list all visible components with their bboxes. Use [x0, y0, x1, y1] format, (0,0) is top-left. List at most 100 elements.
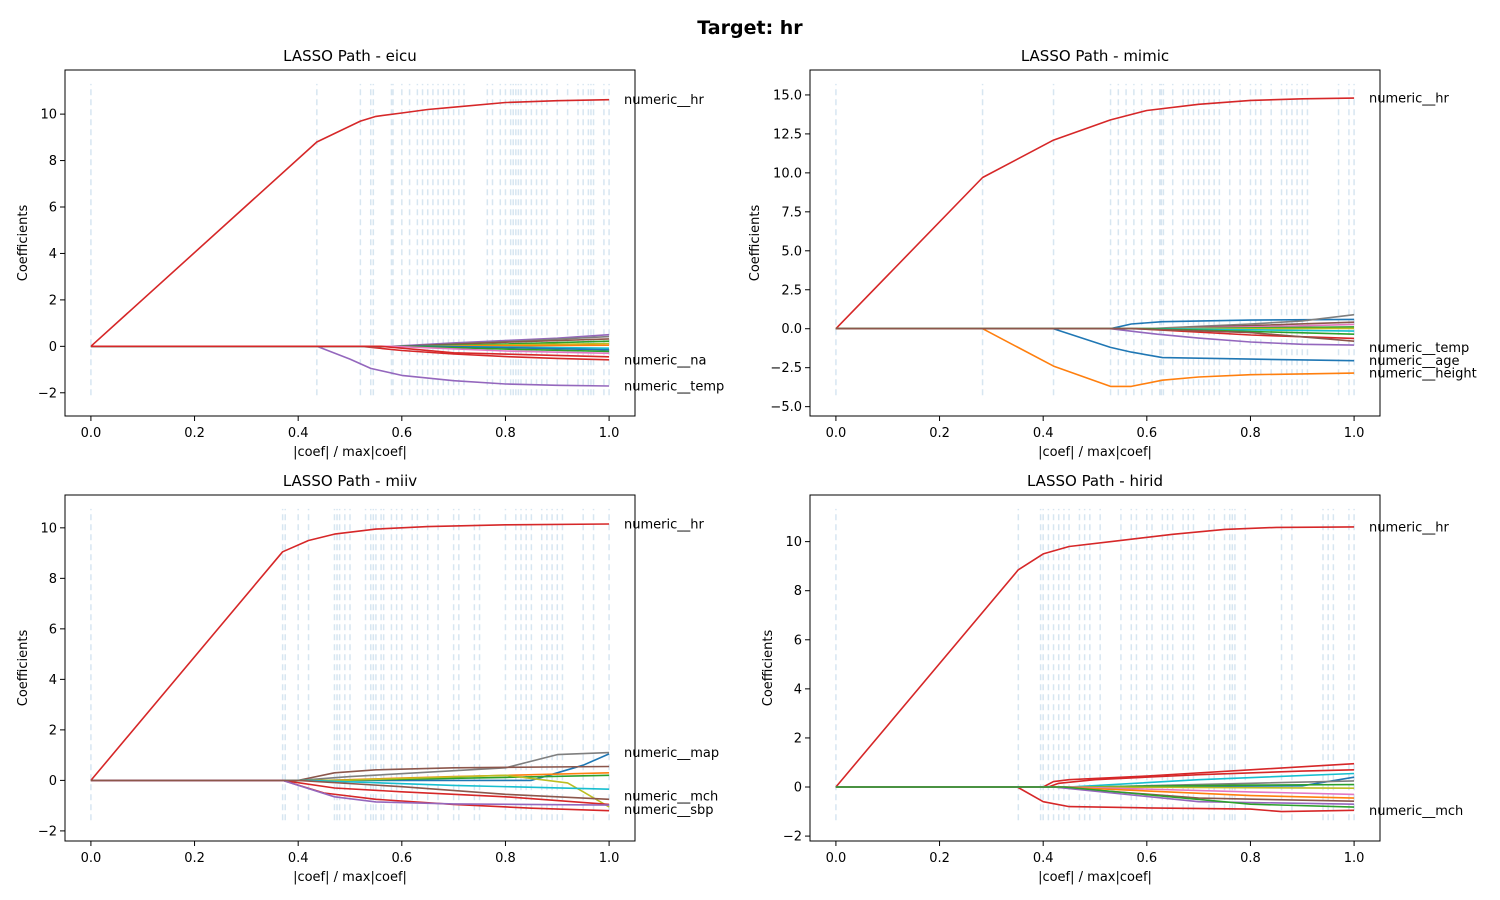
end-label-numeric-hr: numeric__hr: [1369, 92, 1449, 107]
series-lines: [90, 523, 610, 812]
y-axis-label: Coefficients: [16, 205, 31, 282]
x-tick-label: 0.0: [826, 851, 847, 866]
panels: 0.0 0.2 0.4 0.6 0.8 1.0 −2 0 2 4 6 8 10 LASSO Path - …: [16, 47, 1477, 885]
series-line-numeric-mch: [835, 786, 1355, 813]
series-line-numeric-hr: [835, 97, 1355, 330]
x-tick-label: 0.6: [1136, 426, 1157, 441]
x-tick-label: 0.6: [391, 851, 412, 866]
x-tick-label: 0.0: [826, 426, 847, 441]
y-tick-label: −2: [38, 386, 57, 401]
x-tick-label: 0.2: [929, 851, 950, 866]
end-label-numeric-temp: numeric__temp: [624, 380, 724, 395]
y-tick-label: 4: [49, 247, 57, 262]
end-label-numeric-temp: numeric__temp: [1369, 341, 1469, 356]
panel-3: 0.0 0.2 0.4 0.6 0.8 1.0 −2 0 2 4 6 8 10 LASSO Path - …: [761, 472, 1463, 885]
y-tick-label: 8: [794, 584, 802, 599]
x-tick-label: 1.0: [1344, 426, 1365, 441]
x-tick-label: 1.0: [1344, 851, 1365, 866]
axes-title: LASSO Path - miiv: [283, 472, 417, 490]
y-tick-label: −2: [783, 830, 802, 845]
y-tick-label: 2: [49, 723, 57, 738]
y-axis-label: Coefficients: [761, 630, 776, 707]
panel-0: 0.0 0.2 0.4 0.6 0.8 1.0 −2 0 2 4 6 8 10 LASSO Path - …: [16, 47, 724, 460]
path-breakpoints: [90, 508, 610, 821]
series-line-numeric-hr: [90, 523, 610, 781]
end-label-numeric-map: numeric__map: [624, 746, 719, 761]
series-lines: [835, 526, 1355, 813]
x-tick-label: 0.4: [288, 851, 309, 866]
x-axis-label: |coef| / max|coef|: [293, 445, 407, 460]
series-line-numeric-map: [90, 753, 610, 782]
x-tick-label: 0.2: [929, 426, 950, 441]
y-tick-label: 5.0: [781, 244, 802, 259]
series-line-13: [835, 327, 1355, 342]
series-line-2: [835, 762, 1355, 788]
end-label-numeric-hr: numeric__hr: [624, 518, 704, 533]
x-tick-label: 0.4: [1033, 851, 1054, 866]
y-tick-label: 10: [785, 535, 802, 550]
axes-title: LASSO Path - hirid: [1027, 472, 1163, 490]
series-lines: [90, 98, 610, 387]
end-label-numeric-na: numeric__na: [624, 353, 706, 368]
y-axis-label: Coefficients: [16, 630, 31, 707]
series-lines: [835, 97, 1355, 388]
y-tick-label: 2: [794, 731, 802, 746]
series-line-numeric-height: [835, 327, 1355, 388]
end-label-numeric-age: numeric__age: [1369, 354, 1459, 369]
end-label-numeric-height: numeric__height: [1369, 367, 1477, 382]
x-axis-label: |coef| / max|coef|: [1038, 445, 1152, 460]
y-tick-label: 6: [49, 622, 57, 637]
y-tick-label: 4: [794, 682, 802, 697]
axes-title: LASSO Path - mimic: [1021, 47, 1169, 65]
x-tick-label: 1.0: [599, 426, 620, 441]
x-tick-label: 0.4: [1033, 426, 1054, 441]
y-tick-label: 12.5: [773, 127, 802, 142]
series-line-numeric-hr: [835, 526, 1355, 788]
y-tick-label: 0: [49, 340, 57, 355]
series-line-numeric-temp: [90, 345, 610, 387]
x-tick-label: 0.8: [495, 426, 516, 441]
y-tick-label: 10.0: [773, 166, 802, 181]
x-tick-label: 0.0: [81, 426, 102, 441]
x-tick-label: 0.4: [288, 426, 309, 441]
y-tick-label: 8: [49, 154, 57, 169]
end-label-numeric-hr: numeric__hr: [624, 93, 704, 108]
end-label-numeric-mch: numeric__mch: [1369, 804, 1463, 819]
series-line-13: [90, 345, 610, 358]
y-tick-label: 6: [49, 201, 57, 216]
y-tick-label: −2: [38, 824, 57, 839]
axes-frame: [809, 69, 1381, 417]
y-tick-label: 15.0: [773, 88, 802, 103]
y-tick-label: 10: [40, 521, 57, 536]
x-tick-label: 0.8: [1240, 426, 1261, 441]
x-tick-label: 0.6: [1136, 851, 1157, 866]
y-tick-label: 6: [794, 633, 802, 648]
axes-frame: [64, 69, 636, 417]
x-tick-label: 0.2: [184, 426, 205, 441]
x-axis-label: |coef| / max|coef|: [293, 870, 407, 885]
x-tick-label: 0.6: [391, 426, 412, 441]
x-tick-label: 0.2: [184, 851, 205, 866]
x-tick-label: 0.0: [81, 851, 102, 866]
y-tick-label: 7.5: [781, 205, 802, 220]
path-breakpoints: [835, 508, 1355, 821]
axes-frame: [64, 494, 636, 842]
y-tick-label: 10: [40, 108, 57, 123]
series-line-13: [835, 786, 1355, 808]
y-tick-label: 2: [49, 293, 57, 308]
figure-suptitle: Target: hr: [697, 17, 803, 39]
series-line-11: [90, 779, 610, 801]
y-tick-label: −2.5: [770, 361, 802, 376]
y-tick-label: 0: [794, 781, 802, 796]
x-tick-label: 0.8: [495, 851, 516, 866]
y-tick-label: 4: [49, 673, 57, 688]
panel-2: 0.0 0.2 0.4 0.6 0.8 1.0 −2 0 2 4 6 8 10 LASSO Path - …: [16, 472, 719, 885]
end-label-numeric-hr: numeric__hr: [1369, 520, 1449, 535]
x-axis-label: |coef| / max|coef|: [1038, 870, 1152, 885]
series-line-numeric-hr: [90, 98, 610, 347]
panel-1: 0.0 0.2 0.4 0.6 0.8 1.0 −5.0 −2.5 0.0 2.5 5.0 7.5 10…: [748, 47, 1477, 460]
series-line-numeric-age: [835, 327, 1355, 362]
end-label-numeric-sbp: numeric__sbp: [624, 803, 714, 818]
